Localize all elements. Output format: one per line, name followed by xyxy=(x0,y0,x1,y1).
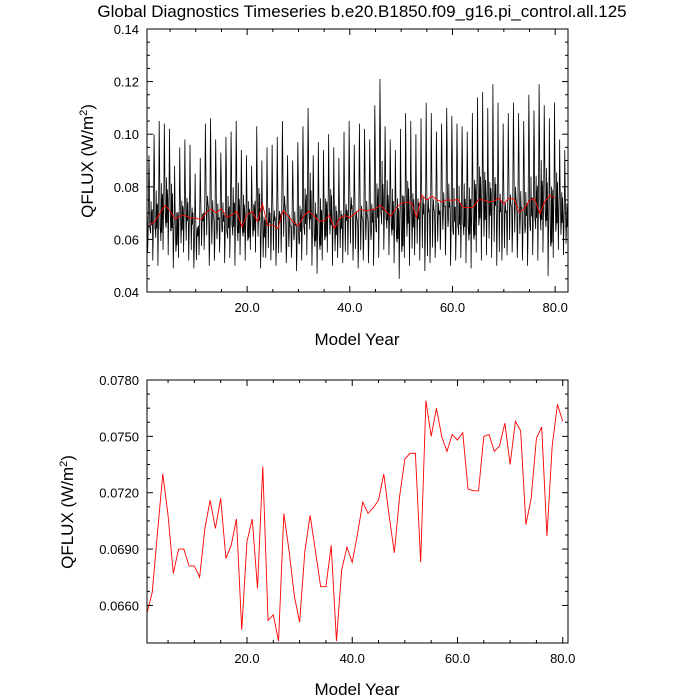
bottom-y-axis-label: QFLUX (W/m2) xyxy=(58,455,77,569)
top-annual-mean-line xyxy=(149,194,556,230)
monthly-series-line xyxy=(147,78,568,279)
bottom-y-tick-label: 0.0780 xyxy=(99,373,139,388)
top-x-tick-label: 60.0 xyxy=(440,300,465,315)
top-y-tick-label: 0.10 xyxy=(114,127,139,142)
top-y-tick-label: 0.12 xyxy=(114,75,139,90)
bottom-x-tick-label: 80.0 xyxy=(550,651,575,666)
top-x-axis-label: Model Year xyxy=(314,330,399,349)
top-y-ticks: 0.04 0.06 0.08 0.10 0.12 0.14 xyxy=(114,22,568,300)
top-y-tick-label: 0.04 xyxy=(114,285,139,300)
top-series-group xyxy=(147,78,568,279)
top-y-label-close: ) xyxy=(78,104,97,110)
top-plot-area xyxy=(147,78,568,279)
bottom-x-tick-label: 20.0 xyxy=(234,651,259,666)
top-x-ticks: 20.0 40.0 60.0 80.0 xyxy=(169,29,568,315)
bottom-x-axis-label: Model Year xyxy=(314,680,399,699)
bottom-y-label-close: ) xyxy=(58,455,77,461)
bottom-y-tick-label: 0.0720 xyxy=(99,486,139,501)
bottom-y-tick-label: 0.0660 xyxy=(99,598,139,613)
top-y-tick-label: 0.14 xyxy=(114,22,139,37)
bottom-annual-mean-line xyxy=(147,400,564,642)
chart-title: Global Diagnostics Timeseries b.e20.B185… xyxy=(97,2,626,21)
top-y-label-sup: 2 xyxy=(78,110,90,116)
bottom-plot-area xyxy=(147,400,564,642)
bottom-y-label-sup: 2 xyxy=(58,461,70,467)
top-x-tick-label: 20.0 xyxy=(234,300,259,315)
top-panel: 0.04 0.06 0.08 0.10 0.12 0.14 20.0 40.0 60.0 80.… xyxy=(78,22,569,349)
bottom-series-group xyxy=(147,400,564,642)
bottom-y-tick-label: 0.0750 xyxy=(99,429,139,444)
bottom-y-label-main: QFLUX (W/m xyxy=(58,467,77,569)
bottom-y-tick-label: 0.0690 xyxy=(99,542,139,557)
top-y-tick-label: 0.08 xyxy=(114,180,139,195)
top-y-label-main: QFLUX (W/m xyxy=(78,116,97,218)
top-x-tick-label: 40.0 xyxy=(337,300,362,315)
bottom-axes-frame xyxy=(146,379,569,644)
top-y-axis-label: QFLUX (W/m2) xyxy=(78,104,97,218)
bottom-panel: 0.0660 0.0690 0.0720 0.0750 0.0780 20.0 40.0 6… xyxy=(58,373,575,699)
bottom-x-ticks: 20.0 40.0 60.0 80.0 xyxy=(167,380,575,666)
bottom-y-ticks: 0.0660 0.0690 0.0720 0.0750 0.0780 xyxy=(99,373,568,613)
bottom-x-tick-label: 40.0 xyxy=(340,651,365,666)
top-y-tick-label: 0.06 xyxy=(114,232,139,247)
top-x-tick-label: 80.0 xyxy=(543,300,568,315)
bottom-x-tick-label: 60.0 xyxy=(445,651,470,666)
